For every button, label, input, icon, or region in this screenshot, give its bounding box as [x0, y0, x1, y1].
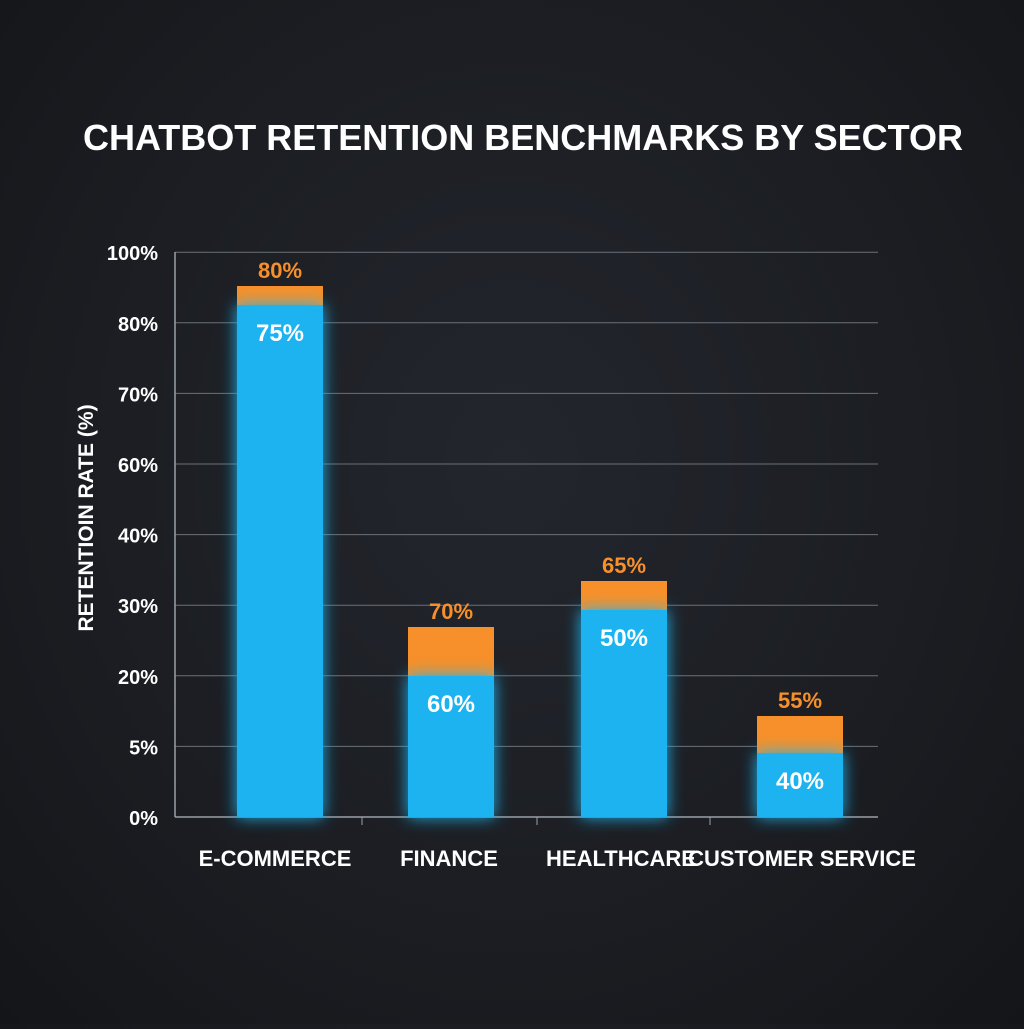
base-value-label: 50%: [600, 625, 648, 652]
y-tick-label: 60%: [118, 455, 158, 477]
top-value-label: 55%: [778, 688, 822, 713]
category-label: FINANCE: [400, 846, 498, 871]
y-tick-label: 30%: [118, 596, 158, 618]
bar-base-0: [237, 305, 323, 817]
y-tick-label: 80%: [118, 314, 158, 336]
category-label: CUSTOMER SERVICE: [688, 846, 916, 871]
bar-top-3: [757, 716, 843, 753]
y-tick-label: 40%: [118, 526, 158, 548]
bar-top-0: [237, 286, 323, 305]
y-tick-label: 100%: [107, 243, 158, 265]
bar-top-2: [581, 581, 667, 610]
top-value-label: 65%: [602, 553, 646, 578]
category-label: E-COMMERCE: [199, 846, 352, 871]
top-value-label: 70%: [429, 599, 473, 624]
bar-base-1: [408, 676, 494, 817]
y-tick-label: 20%: [118, 667, 158, 689]
y-axis-label: RETENTIOIN RATE (%): [75, 404, 98, 631]
y-tick-label: 0%: [129, 808, 158, 830]
base-value-label: 60%: [427, 691, 475, 718]
category-label: HEALTHCARE: [546, 846, 696, 871]
top-value-label: 80%: [258, 258, 302, 283]
bar-base-3: [757, 753, 843, 817]
y-tick-label: 5%: [129, 737, 158, 759]
bar-base-2: [581, 610, 667, 817]
base-value-label: 75%: [256, 320, 304, 347]
y-tick-label: 70%: [118, 384, 158, 406]
chart-title: CHATBOT RETENTION BENCHMARKS BY SECTOR: [83, 117, 963, 158]
bar-top-1: [408, 627, 494, 676]
base-value-label: 40%: [776, 768, 824, 795]
